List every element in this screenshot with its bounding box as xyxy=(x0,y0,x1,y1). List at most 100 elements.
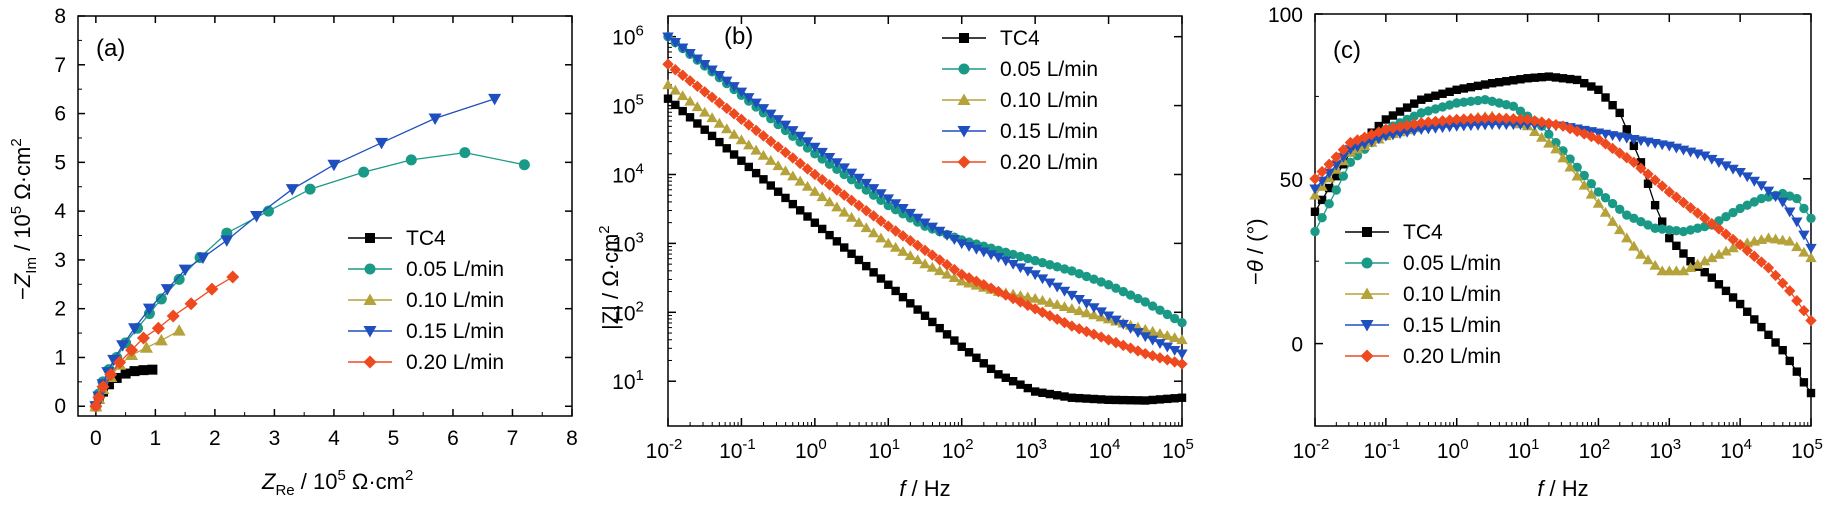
data-point xyxy=(1479,112,1491,124)
data-point xyxy=(1615,108,1624,118)
data-point xyxy=(1649,259,1661,270)
data-point xyxy=(897,245,909,256)
data-point xyxy=(1608,100,1617,110)
data-point xyxy=(1466,96,1476,107)
data-point xyxy=(1550,143,1562,154)
panel-b-ticks: 10-2 10-1 100 101 102 103 104 105 101 102 103 104 10… xyxy=(612,16,1194,463)
data-point xyxy=(926,222,939,233)
data-point xyxy=(1473,81,1483,91)
data-point xyxy=(1139,332,1151,343)
data-point xyxy=(1337,144,1350,156)
data-point xyxy=(1741,244,1753,257)
data-point xyxy=(205,282,219,296)
data-point xyxy=(1310,226,1320,237)
panel-a-ylabel: −ZIm / 105 Ω·cm2 xyxy=(8,138,40,300)
data-point xyxy=(1155,395,1165,404)
x-tick-label: 8 xyxy=(566,427,578,450)
data-point xyxy=(1543,117,1555,130)
data-point xyxy=(178,264,192,277)
data-point xyxy=(1806,388,1816,398)
data-point xyxy=(919,244,931,256)
data-point xyxy=(1769,192,1782,203)
data-point xyxy=(750,144,762,155)
data-point xyxy=(1757,322,1766,332)
data-point xyxy=(1672,241,1681,251)
data-point xyxy=(1317,195,1327,205)
data-point xyxy=(1601,93,1610,102)
data-point xyxy=(818,224,827,234)
data-point xyxy=(405,154,417,166)
data-point xyxy=(1643,179,1653,188)
data-point xyxy=(1309,189,1321,200)
data-point xyxy=(1416,108,1426,118)
data-point xyxy=(1089,394,1099,404)
data-point xyxy=(706,91,718,104)
legend-item-0-20-l-min: 0.20 L/min xyxy=(1345,345,1501,368)
data-point xyxy=(816,173,828,186)
data-point xyxy=(1486,112,1498,124)
data-point xyxy=(1592,197,1605,208)
data-point xyxy=(104,368,118,382)
data-point xyxy=(867,184,880,194)
data-point xyxy=(823,153,836,163)
data-point xyxy=(1799,378,1809,387)
data-point xyxy=(1126,396,1135,405)
data-point xyxy=(1023,383,1032,393)
data-point xyxy=(151,321,165,335)
panel-a-ticks: 0 1 2 3 4 5 6 7 8 0 1 2 3 4 5 6 7 8 xyxy=(54,5,578,450)
data-point xyxy=(801,163,814,175)
legend-marker xyxy=(363,326,377,338)
data-point xyxy=(795,137,805,147)
data-point xyxy=(1671,226,1682,236)
data-point xyxy=(1051,299,1063,309)
data-point xyxy=(1154,327,1166,338)
data-point xyxy=(147,364,158,375)
legend-marker xyxy=(959,33,969,43)
data-point xyxy=(1544,72,1554,81)
series-0-15-l-min xyxy=(1309,120,1817,254)
data-point xyxy=(1621,232,1633,243)
data-point xyxy=(1622,125,1631,134)
data-point xyxy=(1044,296,1056,307)
data-point xyxy=(1686,257,1695,266)
panel-a-series xyxy=(89,93,530,413)
data-point xyxy=(1600,193,1611,203)
data-point xyxy=(136,331,150,345)
data-point xyxy=(956,275,968,286)
y-tick-label: 105 xyxy=(612,92,644,119)
data-point xyxy=(1351,142,1364,153)
data-point xyxy=(1176,349,1188,360)
data-point xyxy=(1727,233,1739,246)
data-point xyxy=(1755,256,1768,268)
data-point xyxy=(993,245,1004,255)
data-point xyxy=(824,159,835,169)
data-point xyxy=(1030,255,1040,266)
data-point xyxy=(1762,186,1775,197)
data-point xyxy=(1066,303,1078,314)
data-point xyxy=(1445,87,1454,96)
data-point xyxy=(707,131,717,141)
data-point xyxy=(743,119,755,131)
data-point xyxy=(906,299,915,308)
legend-label: 0.20 L/min xyxy=(1403,345,1501,368)
data-point xyxy=(691,80,704,92)
data-point xyxy=(1402,114,1412,125)
data-point xyxy=(518,159,530,171)
data-point xyxy=(1373,134,1385,145)
data-point xyxy=(766,181,775,190)
data-point xyxy=(1102,334,1115,346)
data-point xyxy=(1785,356,1794,366)
data-point xyxy=(994,370,1003,379)
data-point xyxy=(1713,158,1725,169)
data-point xyxy=(691,54,704,65)
y-tick-label: 2 xyxy=(54,298,66,321)
data-point xyxy=(1415,117,1427,129)
data-point xyxy=(920,311,930,320)
data-point xyxy=(884,280,893,289)
data-point xyxy=(737,156,746,165)
x-tick-label: 103 xyxy=(1015,436,1047,463)
data-point xyxy=(1038,388,1047,397)
data-point xyxy=(1161,342,1174,353)
data-point xyxy=(876,195,886,206)
